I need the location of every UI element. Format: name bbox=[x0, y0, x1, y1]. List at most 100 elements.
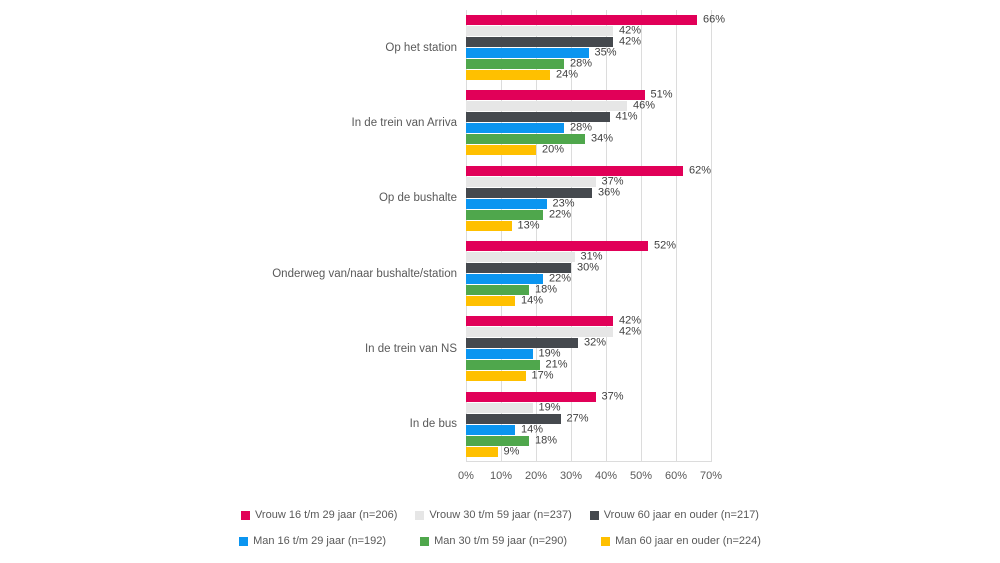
value-label: 35% bbox=[594, 46, 617, 59]
value-label: 21% bbox=[545, 358, 568, 371]
value-label: 37% bbox=[601, 175, 624, 188]
value-label: 42% bbox=[619, 24, 642, 37]
bar-group: 51% 46% 41% 28% 34% 20% bbox=[466, 85, 711, 160]
legend-item: Vrouw 16 t/m 29 jaar (n=206) bbox=[241, 509, 397, 521]
value-label: 31% bbox=[580, 250, 603, 263]
bar: 24% bbox=[466, 69, 578, 81]
value-label: 23% bbox=[552, 197, 575, 210]
bar-group: 66% 42% 42% 35% 28% 24% bbox=[466, 10, 725, 85]
legend-swatch-icon bbox=[589, 510, 599, 520]
bar: 36% bbox=[466, 187, 620, 198]
value-label: 42% bbox=[619, 35, 642, 48]
value-label: 52% bbox=[654, 239, 677, 252]
bar: 18% bbox=[466, 284, 557, 296]
value-label: 37% bbox=[601, 390, 624, 403]
bar-group: 37% 19% 27% 14% 18% 9% bbox=[466, 387, 711, 462]
legend: Vrouw 16 t/m 29 jaar (n=206) Vrouw 30 t/m… bbox=[0, 509, 1000, 547]
bar: 9% bbox=[466, 446, 519, 457]
value-label: 30% bbox=[577, 261, 600, 274]
value-label: 34% bbox=[591, 132, 614, 145]
value-label: 66% bbox=[703, 13, 726, 26]
value-label: 14% bbox=[521, 423, 544, 436]
value-label: 36% bbox=[598, 186, 621, 199]
bar: 21% bbox=[466, 359, 568, 371]
category-label: In de trein van Arriva bbox=[351, 116, 457, 129]
value-label: 62% bbox=[689, 164, 712, 177]
gridline bbox=[606, 10, 607, 462]
value-label: 27% bbox=[566, 412, 589, 425]
legend-swatch-icon bbox=[420, 536, 430, 546]
bar: 34% bbox=[466, 133, 613, 145]
bar: 13% bbox=[466, 220, 540, 231]
value-label: 9% bbox=[503, 445, 520, 458]
value-label: 28% bbox=[570, 121, 593, 134]
x-tick-label: 20% bbox=[524, 470, 548, 482]
value-label: 32% bbox=[584, 336, 607, 349]
legend-swatch-icon bbox=[415, 510, 425, 520]
legend-label: Vrouw 60 jaar en ouder (n=217) bbox=[603, 509, 759, 521]
plot-area: 66% 42% 42% 35% 28% 24% 51% 46% 41% 28% 34% 20% 62% 3… bbox=[466, 10, 725, 462]
bar: 37% bbox=[466, 391, 624, 402]
value-label: 17% bbox=[531, 369, 554, 382]
legend-label: Man 60 jaar en ouder (n=224) bbox=[615, 535, 761, 547]
x-tick-label: 60% bbox=[664, 470, 688, 482]
bar-group: 42% 42% 32% 19% 21% 17% bbox=[466, 311, 711, 386]
bar-groups: 66% 42% 42% 35% 28% 24% 51% 46% 41% 28% 34% 20% 62% 3… bbox=[466, 10, 725, 462]
value-label: 20% bbox=[542, 143, 565, 156]
value-label: 28% bbox=[570, 57, 593, 70]
category-label: In de trein van NS bbox=[364, 342, 457, 355]
value-label: 14% bbox=[521, 294, 544, 307]
bar-group: 62% 37% 36% 23% 22% 13% bbox=[466, 161, 711, 236]
bar-group: 52% 31% 30% 22% 18% 14% bbox=[466, 236, 711, 311]
category-label: Op de bushalte bbox=[378, 192, 457, 205]
category-label: Op het station bbox=[385, 41, 457, 54]
bar: 17% bbox=[466, 370, 554, 382]
bar: 62% bbox=[466, 165, 711, 176]
value-label: 18% bbox=[535, 434, 558, 447]
x-tick-label: 30% bbox=[559, 470, 583, 482]
x-tick-label: 10% bbox=[489, 470, 513, 482]
bar: 41% bbox=[466, 111, 638, 123]
value-label: 42% bbox=[619, 325, 642, 338]
gridline bbox=[711, 10, 712, 462]
legend-swatch-icon bbox=[601, 536, 611, 546]
bar: 30% bbox=[466, 262, 599, 274]
gridline bbox=[536, 10, 537, 462]
legend-item: Vrouw 60 jaar en ouder (n=217) bbox=[589, 509, 759, 521]
legend-label: Vrouw 30 t/m 59 jaar (n=237) bbox=[429, 509, 572, 521]
bar: 18% bbox=[466, 435, 557, 446]
value-label: 46% bbox=[633, 99, 656, 112]
bar: 42% bbox=[466, 36, 641, 48]
value-label: 13% bbox=[517, 219, 540, 232]
legend-label: Man 16 t/m 29 jaar (n=192) bbox=[253, 535, 387, 547]
legend-item: Man 16 t/m 29 jaar (n=192) bbox=[239, 535, 386, 547]
x-axis: 0% 10% 20% 30% 40% 50% 60% 70% bbox=[458, 470, 722, 486]
bar: 42% bbox=[466, 326, 641, 338]
x-tick-label: 50% bbox=[629, 470, 653, 482]
legend-swatch-icon bbox=[241, 510, 250, 520]
bar: 51% bbox=[466, 89, 673, 101]
value-label: 51% bbox=[650, 88, 673, 101]
bar: 42% bbox=[466, 25, 641, 37]
bar: 66% bbox=[466, 14, 725, 26]
bar: 20% bbox=[466, 144, 564, 156]
bar: 22% bbox=[466, 209, 571, 220]
value-label: 22% bbox=[549, 208, 572, 221]
bar: 28% bbox=[466, 58, 592, 70]
bar: 19% bbox=[466, 348, 561, 360]
bar: 42% bbox=[466, 315, 641, 327]
bar: 22% bbox=[466, 273, 571, 285]
bar: 46% bbox=[466, 100, 655, 112]
legend-item: Vrouw 30 t/m 59 jaar (n=237) bbox=[415, 509, 572, 521]
gridline bbox=[571, 10, 572, 462]
bar: 14% bbox=[466, 424, 543, 435]
legend-label: Vrouw 16 t/m 29 jaar (n=206) bbox=[255, 509, 398, 521]
x-tick-label: 40% bbox=[594, 470, 618, 482]
bar: 32% bbox=[466, 337, 606, 349]
value-label: 22% bbox=[549, 272, 572, 285]
x-axis-line bbox=[466, 461, 711, 462]
x-tick-label: 0% bbox=[458, 470, 474, 482]
legend-row: Man 16 t/m 29 jaar (n=192) Man 30 t/m 59 … bbox=[239, 535, 761, 547]
gridline bbox=[466, 10, 467, 462]
